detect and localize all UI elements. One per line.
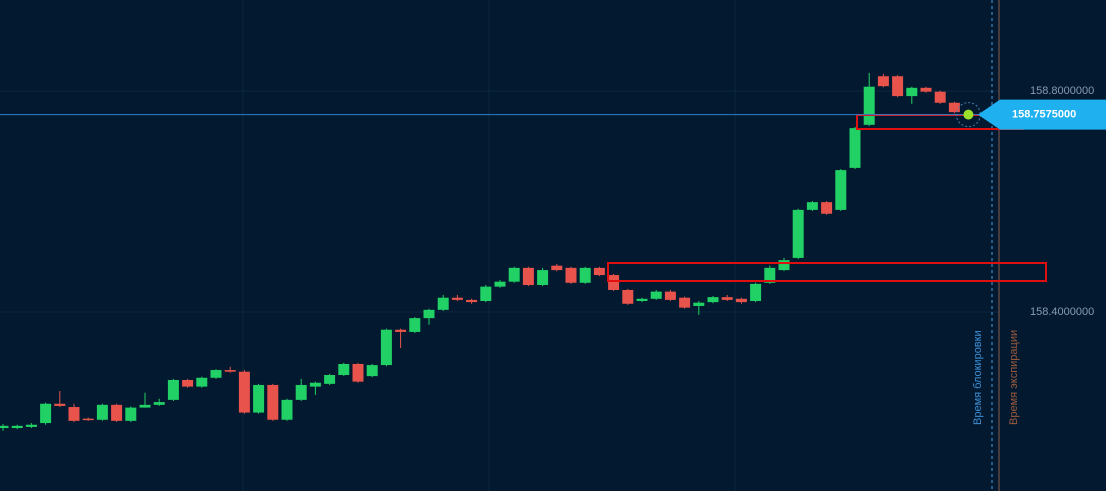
candle-body [735, 298, 747, 303]
candle-body [593, 267, 605, 276]
candle-body [764, 267, 776, 283]
candle-body [139, 404, 151, 408]
candle-body [650, 291, 662, 299]
candle-body [96, 404, 108, 420]
candle-body [565, 267, 577, 283]
candle-body [707, 297, 719, 303]
candle-body [466, 299, 478, 303]
current-price-label: 158.7575000 [1012, 109, 1076, 121]
candle-body [366, 365, 378, 377]
candle-body [863, 86, 875, 125]
candle-body [551, 265, 563, 271]
candle-body [494, 281, 506, 287]
candle-body [253, 384, 265, 413]
candle-body [920, 87, 932, 92]
candle-body [395, 329, 407, 332]
candle-body [821, 202, 833, 214]
candle-body [111, 404, 123, 421]
candle-body [338, 363, 350, 376]
expiry-time-label: Время экспирации [1008, 330, 1020, 425]
candle-body [437, 297, 449, 310]
candle-body [309, 382, 321, 387]
candle-body [750, 283, 762, 302]
lock-time-label: Время блокировки [972, 330, 984, 425]
current-price-dot [963, 109, 974, 120]
candle-body [806, 202, 818, 210]
candle-body [636, 298, 648, 302]
candle-body [778, 260, 790, 271]
candle-body [82, 418, 94, 421]
candle-body [40, 403, 52, 424]
candle-body [892, 76, 904, 97]
candle-body [267, 384, 279, 420]
candle-body [721, 297, 733, 300]
candle-body [182, 379, 194, 387]
candle-body [68, 407, 80, 421]
candle-body [409, 318, 421, 332]
candle-body [835, 170, 847, 210]
candle-body [508, 267, 520, 282]
highlight-box [607, 262, 1047, 282]
candle-body [522, 267, 534, 285]
candle-body [324, 375, 336, 384]
candle-body [693, 302, 705, 306]
candle-body [679, 297, 691, 308]
current-price-tag [978, 99, 1106, 130]
candle-body [537, 270, 549, 285]
candle-body [934, 91, 946, 103]
candle-body [295, 384, 307, 400]
candle-body [54, 403, 66, 406]
candle-body [849, 128, 861, 168]
candle-body [792, 209, 804, 258]
candle-body [238, 371, 250, 413]
candle-body [451, 297, 463, 300]
candle-body [0, 425, 9, 429]
candle-body [125, 407, 137, 421]
candle-body [948, 102, 960, 113]
candle-body [622, 289, 634, 304]
y-tick-label: 158.4000000 [1030, 306, 1094, 318]
candle-body [281, 399, 293, 420]
candle-body [608, 275, 620, 290]
candle-body [153, 402, 165, 405]
candle-body [423, 309, 435, 319]
candle-body [480, 286, 492, 302]
candle-body [11, 425, 23, 429]
candles [0, 72, 960, 431]
candle-body [25, 424, 37, 427]
candle-body [196, 377, 208, 387]
candle-body [877, 76, 889, 87]
candle-body [664, 291, 676, 300]
candle-body [579, 267, 591, 283]
candle-body [224, 370, 236, 372]
candle-body [380, 329, 392, 366]
candle-body [352, 363, 364, 382]
candle-body [167, 379, 179, 400]
candle-body [210, 370, 222, 378]
candle-body [906, 87, 918, 97]
y-tick-label: 158.8000000 [1030, 85, 1094, 97]
